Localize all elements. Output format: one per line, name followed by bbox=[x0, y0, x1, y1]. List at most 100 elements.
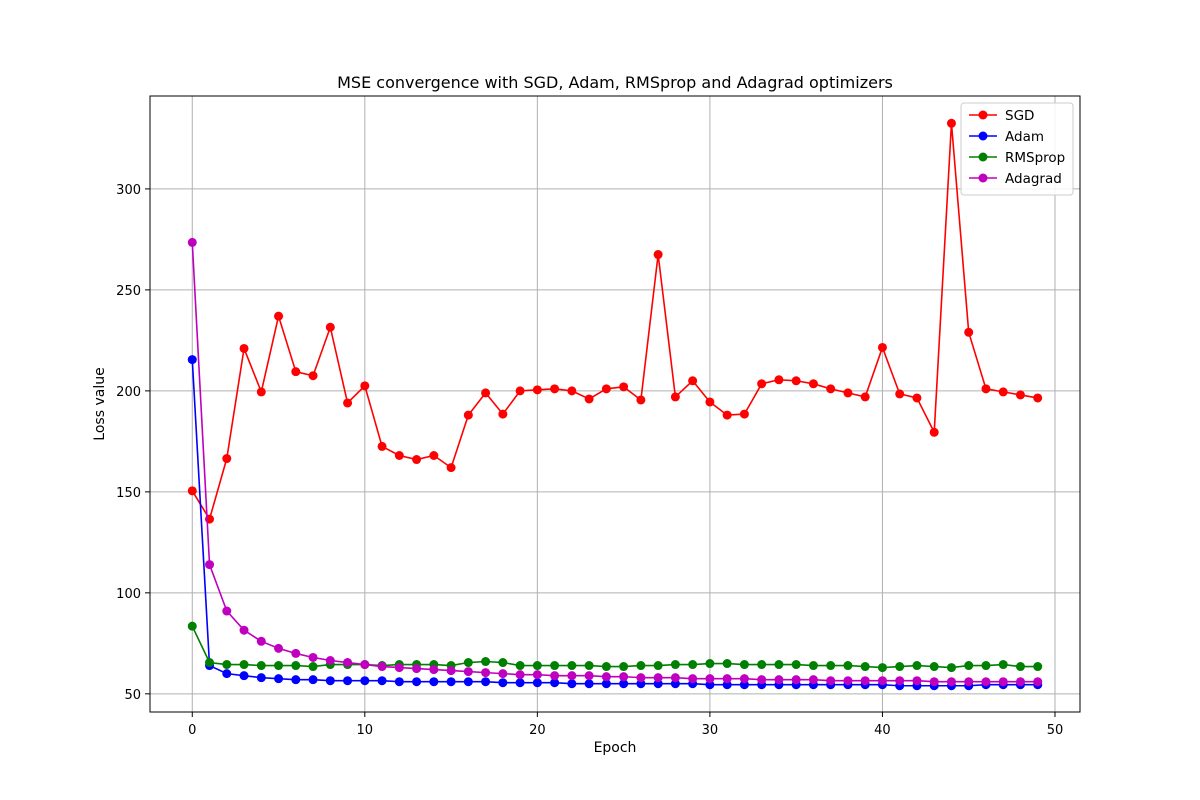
x-tick-label: 20 bbox=[529, 723, 546, 738]
data-point-adagrad bbox=[860, 676, 870, 686]
data-point-adagrad bbox=[222, 606, 232, 616]
data-point-adam bbox=[187, 355, 197, 365]
data-point-adagrad bbox=[964, 677, 974, 687]
data-point-adam bbox=[567, 679, 577, 689]
data-point-rmsprop bbox=[205, 658, 215, 668]
data-point-adagrad bbox=[325, 655, 335, 665]
data-point-rmsprop bbox=[946, 663, 956, 673]
data-point-sgd bbox=[757, 379, 767, 389]
data-point-sgd bbox=[636, 395, 646, 405]
data-point-rmsprop bbox=[705, 659, 715, 669]
data-point-rmsprop bbox=[653, 661, 663, 671]
data-point-sgd bbox=[308, 371, 318, 381]
data-point-rmsprop bbox=[843, 661, 853, 671]
data-point-rmsprop bbox=[722, 659, 732, 669]
data-point-adagrad bbox=[1015, 677, 1025, 687]
data-point-adagrad bbox=[394, 663, 404, 673]
y-axis-title: Loss value bbox=[92, 367, 108, 440]
y-tick-label: 100 bbox=[116, 587, 141, 602]
data-point-adam bbox=[360, 676, 370, 686]
data-point-rmsprop bbox=[1033, 662, 1043, 672]
data-point-sgd bbox=[929, 427, 939, 437]
series-sgd bbox=[187, 118, 1043, 524]
legend-label-adam: Adam bbox=[1005, 129, 1044, 145]
data-point-sgd bbox=[463, 410, 473, 420]
data-point-rmsprop bbox=[808, 661, 818, 671]
data-point-adam bbox=[601, 679, 611, 689]
data-point-sgd bbox=[498, 409, 508, 419]
data-point-sgd bbox=[964, 327, 974, 337]
data-point-sgd bbox=[394, 451, 404, 461]
data-point-sgd bbox=[325, 322, 335, 332]
legend: SGD Adam RMSprop Adagrad bbox=[960, 102, 1074, 196]
data-point-rmsprop bbox=[895, 662, 905, 672]
data-point-adagrad bbox=[567, 671, 577, 681]
data-point-adagrad bbox=[412, 664, 422, 674]
data-point-adagrad bbox=[929, 677, 939, 687]
data-point-sgd bbox=[515, 386, 525, 396]
legend-box bbox=[960, 102, 1074, 196]
data-point-sgd bbox=[774, 375, 784, 385]
data-point-adagrad bbox=[256, 636, 266, 646]
data-point-adam bbox=[584, 679, 594, 689]
series-layer bbox=[187, 118, 1043, 691]
legend-marker-adagrad bbox=[978, 173, 988, 183]
y-tick-label: 50 bbox=[124, 688, 141, 703]
data-point-adagrad bbox=[291, 648, 301, 658]
data-point-rmsprop bbox=[515, 661, 525, 671]
data-point-sgd bbox=[688, 376, 698, 386]
x-tick-label: 0 bbox=[188, 723, 196, 738]
data-point-adam bbox=[222, 669, 232, 679]
x-axis-title: Epoch bbox=[594, 740, 637, 756]
data-point-sgd bbox=[619, 382, 629, 392]
data-point-sgd bbox=[550, 384, 560, 394]
series-rmsprop bbox=[187, 621, 1043, 673]
legend-marker-adam bbox=[978, 131, 988, 141]
data-point-sgd bbox=[895, 389, 905, 399]
y-tick-label: 150 bbox=[116, 486, 141, 501]
data-point-adagrad bbox=[343, 658, 353, 668]
data-point-adagrad bbox=[274, 643, 284, 653]
data-point-sgd bbox=[670, 392, 680, 402]
data-point-adagrad bbox=[739, 674, 749, 684]
y-tick-label: 200 bbox=[116, 385, 141, 400]
data-point-rmsprop bbox=[584, 661, 594, 671]
data-point-sgd bbox=[998, 387, 1008, 397]
data-point-rmsprop bbox=[308, 662, 318, 672]
data-point-sgd bbox=[446, 463, 456, 473]
data-point-sgd bbox=[1033, 393, 1043, 403]
ticks: 0 10 20 30 40 50 50 100 150 200 250 300 bbox=[116, 183, 1063, 738]
data-point-adam bbox=[515, 678, 525, 688]
data-point-adagrad bbox=[463, 667, 473, 677]
data-point-adagrad bbox=[808, 675, 818, 685]
data-point-sgd bbox=[1015, 390, 1025, 400]
legend-label-rmsprop: RMSprop bbox=[1005, 150, 1065, 166]
x-tick-label: 50 bbox=[1047, 723, 1064, 738]
data-point-adagrad bbox=[722, 674, 732, 684]
data-point-rmsprop bbox=[498, 658, 508, 668]
data-point-rmsprop bbox=[929, 662, 939, 672]
data-point-adagrad bbox=[981, 677, 991, 687]
data-point-adam bbox=[308, 675, 318, 685]
data-point-adagrad bbox=[826, 676, 836, 686]
grid bbox=[150, 96, 1080, 712]
legend-marker-sgd bbox=[978, 110, 988, 120]
plot-area bbox=[150, 96, 1080, 712]
series-line-sgd bbox=[191, 122, 1038, 520]
y-tick-label: 250 bbox=[116, 284, 141, 299]
data-point-rmsprop bbox=[998, 660, 1008, 670]
data-point-rmsprop bbox=[463, 658, 473, 668]
data-point-adagrad bbox=[429, 665, 439, 675]
data-point-adagrad bbox=[705, 674, 715, 684]
data-point-rmsprop bbox=[239, 660, 249, 670]
data-point-rmsprop bbox=[222, 660, 232, 670]
data-point-sgd bbox=[481, 388, 491, 398]
data-point-rmsprop bbox=[550, 661, 560, 671]
chart-title: MSE convergence with SGD, Adam, RMSprop … bbox=[337, 73, 893, 92]
data-point-adagrad bbox=[791, 675, 801, 685]
data-point-adam bbox=[291, 675, 301, 685]
data-point-adagrad bbox=[601, 672, 611, 682]
data-point-adagrad bbox=[239, 625, 249, 635]
data-point-adagrad bbox=[446, 666, 456, 676]
data-point-rmsprop bbox=[877, 663, 887, 673]
